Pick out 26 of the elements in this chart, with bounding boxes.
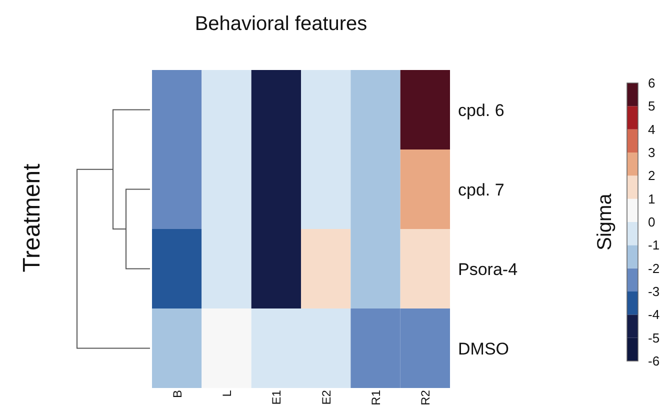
x-tick-label: B: [170, 390, 184, 398]
color-bar-label: 1: [648, 191, 656, 206]
color-bar-label: -1: [648, 238, 660, 253]
y-tick-label: cpd. 7: [458, 180, 504, 200]
x-tick-label: L: [220, 390, 234, 397]
x-tick-label: R1: [369, 390, 384, 406]
y-axis-title: Treatment: [18, 163, 46, 272]
x-tick-label: E2: [319, 390, 334, 405]
y-tick-label: cpd. 6: [458, 100, 504, 120]
color-bar-label: 2: [648, 168, 656, 184]
y-tick-label: Psora-4: [458, 260, 518, 279]
color-bar-label: -2: [648, 260, 660, 276]
color-bar-label: 3: [648, 145, 656, 160]
color-bar-label: -3: [648, 284, 660, 299]
color-bar-label: -5: [648, 330, 660, 346]
chart-title: Behavioral features: [194, 13, 368, 35]
color-bar-label: 5: [648, 98, 656, 114]
color-bar-label: 6: [648, 76, 656, 90]
color-bar-label: -6: [648, 354, 660, 368]
y-tick-label: DMSO: [458, 339, 509, 358]
x-tick-label: E1: [270, 390, 284, 405]
color-bar-title: Sigma: [594, 192, 616, 250]
color-bar-label: 0: [648, 214, 656, 230]
x-tick-label: R2: [418, 390, 433, 406]
color-bar-label: -4: [648, 307, 660, 322]
color-bar-label: 4: [648, 122, 656, 137]
